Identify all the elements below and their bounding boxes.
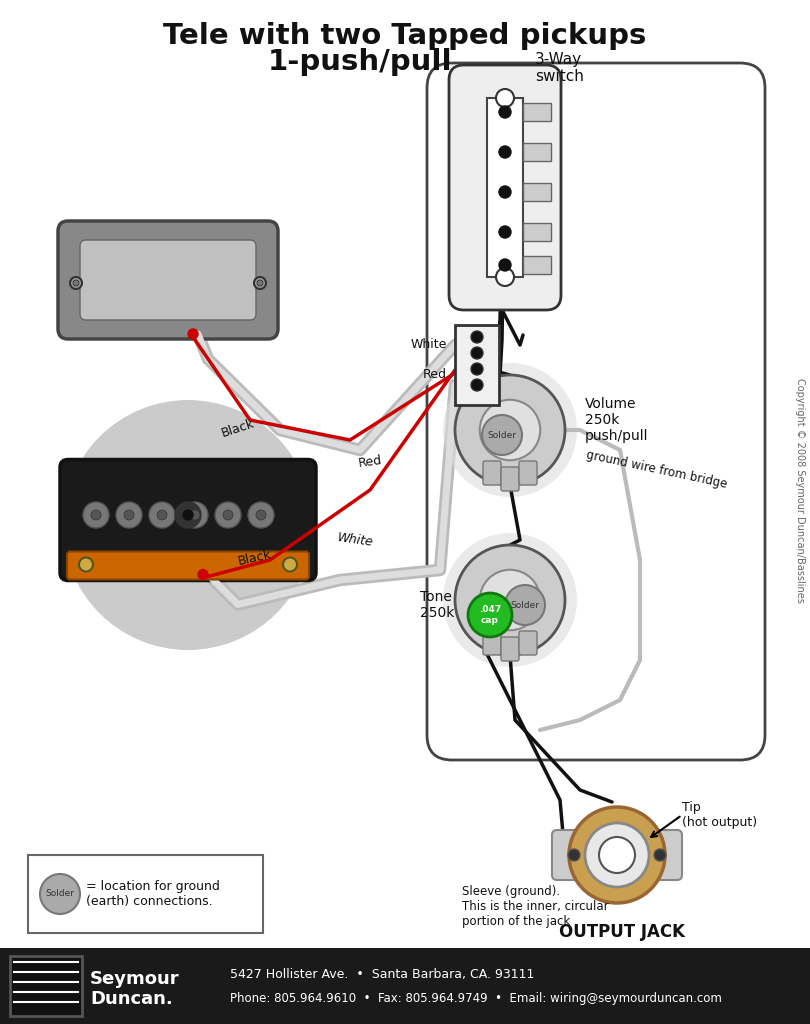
Bar (455, 325, 499, 406)
Circle shape (256, 510, 266, 520)
Text: Phone: 805.964.9610  •  Fax: 805.964.9749  •  Email: wiring@seymourduncan.com: Phone: 805.964.9610 • Fax: 805.964.9749 … (230, 992, 722, 1005)
Circle shape (157, 510, 167, 520)
Text: Duncan.: Duncan. (90, 990, 173, 1008)
Circle shape (79, 557, 93, 571)
Circle shape (499, 259, 511, 271)
Circle shape (480, 399, 540, 460)
Text: Black: Black (220, 417, 256, 439)
Circle shape (190, 510, 200, 520)
Circle shape (248, 502, 274, 528)
Circle shape (482, 415, 522, 455)
Text: Tele with two Tapped pickups: Tele with two Tapped pickups (164, 22, 646, 50)
Circle shape (496, 89, 514, 106)
Circle shape (455, 375, 565, 485)
Circle shape (182, 502, 208, 528)
Circle shape (188, 329, 198, 339)
Circle shape (496, 268, 514, 286)
Circle shape (455, 545, 565, 655)
FancyBboxPatch shape (501, 467, 519, 490)
Circle shape (254, 278, 266, 289)
Circle shape (63, 400, 313, 650)
Text: White: White (411, 339, 447, 351)
Text: Tip
(hot output): Tip (hot output) (682, 801, 757, 829)
Text: Red: Red (423, 369, 447, 382)
Circle shape (468, 593, 512, 637)
Text: ground wire from bridge: ground wire from bridge (585, 449, 728, 492)
FancyBboxPatch shape (552, 830, 682, 880)
Circle shape (91, 510, 101, 520)
Circle shape (83, 502, 109, 528)
FancyBboxPatch shape (483, 631, 501, 655)
Text: Volume
250k
push/pull: Volume 250k push/pull (585, 396, 649, 443)
Text: .047
cap: .047 cap (479, 605, 501, 625)
Circle shape (471, 331, 483, 343)
Circle shape (443, 362, 577, 497)
Circle shape (654, 849, 666, 861)
Bar (0, 948, 810, 1024)
FancyBboxPatch shape (501, 637, 519, 662)
Circle shape (175, 502, 201, 528)
Circle shape (471, 347, 483, 359)
FancyBboxPatch shape (60, 460, 316, 581)
Circle shape (183, 510, 193, 520)
Circle shape (569, 807, 665, 903)
Bar (523, 223, 551, 241)
Circle shape (505, 585, 545, 625)
Circle shape (198, 569, 208, 580)
Circle shape (471, 379, 483, 391)
Text: OUTPUT JACK: OUTPUT JACK (559, 923, 685, 941)
Circle shape (599, 837, 635, 873)
Bar (523, 256, 551, 274)
Circle shape (499, 186, 511, 198)
Circle shape (499, 146, 511, 158)
FancyBboxPatch shape (449, 65, 561, 310)
FancyBboxPatch shape (80, 240, 256, 319)
Bar (487, 98, 523, 278)
Bar (523, 183, 551, 201)
Circle shape (73, 280, 79, 286)
Circle shape (283, 557, 297, 571)
Bar (523, 103, 551, 121)
Text: Black: Black (237, 548, 273, 568)
Circle shape (257, 280, 263, 286)
FancyBboxPatch shape (519, 461, 537, 485)
Text: Solder: Solder (45, 890, 75, 898)
Text: Solder: Solder (488, 430, 517, 439)
Text: Solder: Solder (510, 600, 539, 609)
Circle shape (149, 502, 175, 528)
Circle shape (480, 569, 540, 630)
Circle shape (499, 106, 511, 118)
Text: Tone
250k: Tone 250k (420, 590, 454, 621)
Circle shape (471, 362, 483, 375)
Circle shape (215, 502, 241, 528)
Circle shape (499, 226, 511, 238)
Circle shape (585, 823, 649, 887)
Text: 5427 Hollister Ave.  •  Santa Barbara, CA. 93111: 5427 Hollister Ave. • Santa Barbara, CA.… (230, 968, 535, 981)
FancyBboxPatch shape (67, 552, 309, 580)
Text: Red: Red (357, 454, 383, 470)
Circle shape (116, 502, 142, 528)
Text: Copyright © 2008 Seymour Duncan/Basslines: Copyright © 2008 Seymour Duncan/Bassline… (795, 378, 805, 602)
Bar (28, 855, 263, 933)
Text: Sleeve (ground).
This is the inner, circular
portion of the jack: Sleeve (ground). This is the inner, circ… (462, 885, 608, 928)
Circle shape (40, 874, 80, 914)
FancyBboxPatch shape (519, 631, 537, 655)
Bar (523, 143, 551, 161)
Bar (10, 956, 82, 1016)
Text: = location for ground
(earth) connections.: = location for ground (earth) connection… (86, 880, 220, 908)
Text: White: White (336, 531, 374, 549)
Circle shape (70, 278, 82, 289)
Circle shape (223, 510, 233, 520)
Text: Seymour: Seymour (90, 970, 180, 988)
Text: 1-push/pull: 1-push/pull (267, 48, 452, 76)
Text: 3-Way
switch: 3-Way switch (535, 52, 584, 84)
FancyBboxPatch shape (58, 221, 278, 339)
FancyBboxPatch shape (483, 461, 501, 485)
Circle shape (124, 510, 134, 520)
Circle shape (568, 849, 580, 861)
Circle shape (443, 534, 577, 667)
